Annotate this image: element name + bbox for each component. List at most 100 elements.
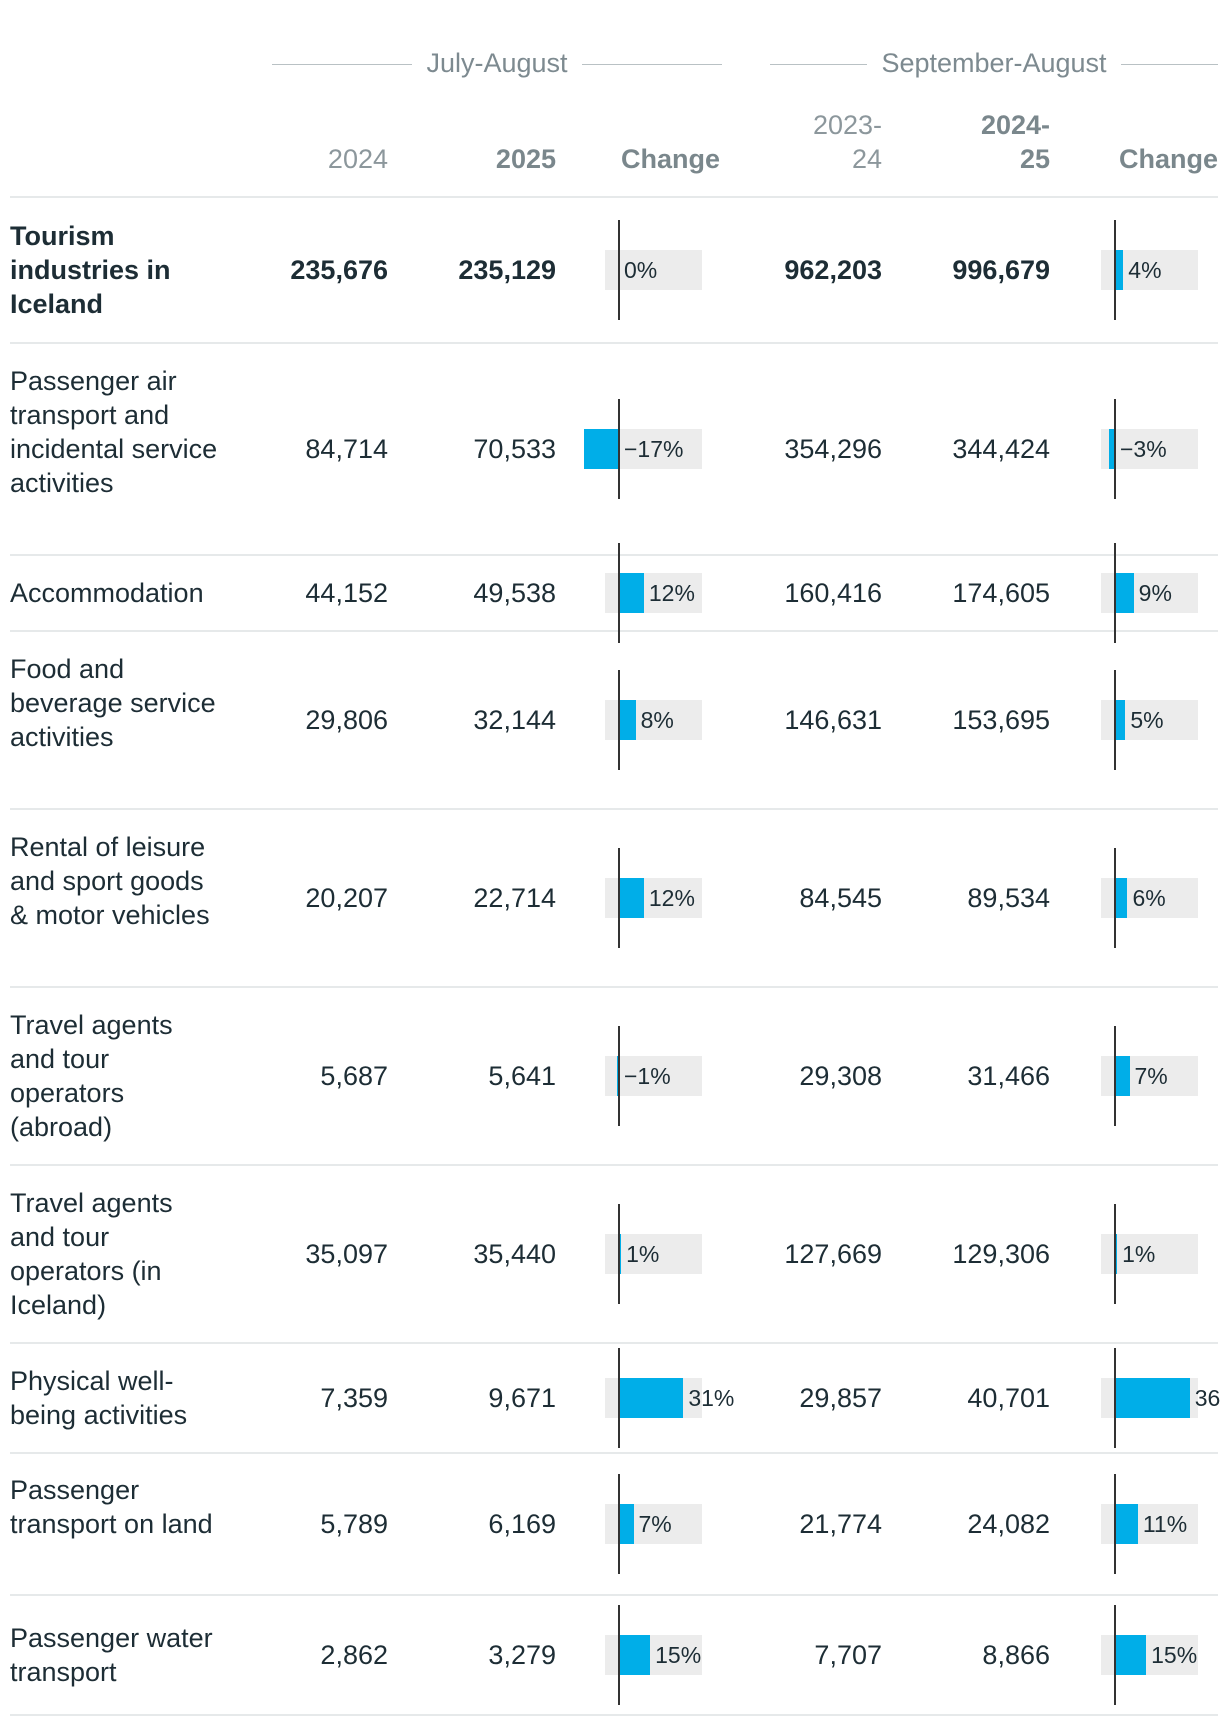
change-value-label: 7% bbox=[638, 1511, 672, 1537]
change-bar-july-august: −1% bbox=[605, 988, 702, 1164]
cell-sa-curr: 31,466 bbox=[967, 1061, 1050, 1091]
change-bar-july-august: 12% bbox=[605, 810, 702, 986]
change-value-label: 12% bbox=[648, 580, 695, 606]
col-header-ja-2025: 2025 bbox=[495, 144, 556, 174]
col-header-ja-change: Change bbox=[620, 144, 720, 174]
change-bar-axis bbox=[618, 543, 620, 643]
change-value-label: 31% bbox=[688, 1385, 735, 1411]
cell-ja-2025: 3,279 bbox=[488, 1640, 556, 1670]
cell-ja-2024: 20,207 bbox=[305, 883, 388, 913]
change-bar-july-august: 1% bbox=[605, 1166, 702, 1342]
row-label: Accommodation bbox=[10, 578, 204, 608]
change-bar-axis bbox=[1114, 1026, 1116, 1126]
change-bar-axis bbox=[618, 220, 620, 320]
cell-ja-2024: 44,152 bbox=[305, 578, 388, 608]
cell-ja-2024: 35,097 bbox=[305, 1239, 388, 1269]
cell-ja-2025: 49,538 bbox=[473, 578, 556, 608]
change-bar-axis bbox=[618, 670, 620, 770]
cell-ja-2025: 22,714 bbox=[473, 883, 556, 913]
change-value-label: 11% bbox=[1142, 1511, 1188, 1537]
cell-sa-curr: 8,866 bbox=[982, 1640, 1050, 1670]
change-bar-fill bbox=[619, 1378, 684, 1418]
cell-sa-curr: 89,534 bbox=[967, 883, 1050, 913]
change-bar-fill bbox=[619, 1635, 651, 1675]
change-bar-axis bbox=[618, 1605, 620, 1705]
cell-ja-2024: 235,676 bbox=[290, 255, 388, 285]
change-bar-axis bbox=[618, 848, 620, 948]
cell-sa-prev: 160,416 bbox=[784, 578, 882, 608]
cell-ja-2024: 29,806 bbox=[305, 705, 388, 735]
cell-ja-2025: 35,440 bbox=[473, 1239, 556, 1269]
col-header-sa-prev: 2023- 24 bbox=[732, 108, 882, 176]
cell-ja-2025: 9,671 bbox=[488, 1383, 556, 1413]
change-bar-track bbox=[605, 250, 702, 290]
cell-ja-2024: 2,862 bbox=[320, 1640, 388, 1670]
change-value-label: 4% bbox=[1128, 257, 1162, 283]
change-bar-september-august: −3% bbox=[1101, 344, 1198, 554]
change-bar-axis bbox=[1114, 220, 1116, 320]
change-bar-axis bbox=[1114, 670, 1116, 770]
group-title: July-August bbox=[412, 48, 582, 78]
change-value-label: 15% bbox=[1151, 1642, 1198, 1668]
change-bar-july-august: 8% bbox=[605, 632, 702, 808]
change-bar-july-august: 0% bbox=[605, 198, 702, 342]
cell-ja-2024: 5,789 bbox=[320, 1509, 388, 1539]
cell-sa-prev: 146,631 bbox=[784, 705, 882, 735]
change-bar-axis bbox=[1114, 399, 1116, 499]
change-bar-fill bbox=[583, 429, 619, 469]
col-header-sa-curr: 2024- 25 bbox=[900, 108, 1050, 176]
col-header-sa-curr-line1: 2024- bbox=[980, 110, 1050, 140]
col-header-sa-prev-line1: 2023- bbox=[812, 110, 882, 140]
table-row: Passenger water transport 2,862 3,279 7,707… bbox=[10, 1596, 1218, 1716]
group-header-september-august: September-August bbox=[770, 44, 1218, 84]
change-value-label: −17% bbox=[624, 436, 684, 462]
change-bar-fill bbox=[1115, 1378, 1190, 1418]
cell-ja-2025: 5,641 bbox=[488, 1061, 556, 1091]
header-divider bbox=[10, 196, 1218, 198]
change-bar-axis bbox=[618, 1348, 620, 1448]
cell-sa-curr: 129,306 bbox=[952, 1239, 1050, 1269]
group-title: September-August bbox=[867, 48, 1121, 78]
table-row: Physical well-being activities 7,359 9,671… bbox=[10, 1344, 1220, 1454]
cell-ja-2025: 6,169 bbox=[488, 1509, 556, 1539]
table-row: Passenger air transport and incidental s… bbox=[10, 344, 1218, 556]
change-bar-track bbox=[1101, 429, 1198, 469]
cell-sa-prev: 84,545 bbox=[799, 883, 882, 913]
row-label: Passenger transport on land bbox=[10, 1475, 213, 1539]
change-bar-track bbox=[605, 1056, 702, 1096]
col-header-sa-change: Change bbox=[1118, 144, 1218, 174]
change-bar-axis bbox=[1114, 1204, 1116, 1304]
change-bar-track bbox=[605, 429, 702, 469]
change-bar-september-august: 7% bbox=[1101, 988, 1198, 1164]
change-bar-axis bbox=[1114, 543, 1116, 643]
cell-ja-2025: 32,144 bbox=[473, 705, 556, 735]
change-value-label: 1% bbox=[626, 1241, 660, 1267]
table-row: Rental of leisure and sport goods & moto… bbox=[10, 810, 1218, 988]
change-bar-track bbox=[1101, 1234, 1198, 1274]
cell-ja-2025: 70,533 bbox=[473, 434, 556, 464]
change-bar-fill bbox=[1115, 1504, 1138, 1544]
change-bar-axis bbox=[1114, 1605, 1116, 1705]
change-value-label: 15% bbox=[655, 1642, 702, 1668]
change-bar-fill bbox=[1115, 1056, 1130, 1096]
change-bar-september-august: 9% bbox=[1101, 543, 1198, 643]
change-bar-fill bbox=[1115, 1234, 1118, 1274]
change-bar-september-august: 4% bbox=[1101, 198, 1198, 342]
table-row: Accommodation 44,152 49,538 160,416 174,605 1… bbox=[10, 543, 1218, 643]
change-bar-july-august: −17% bbox=[583, 344, 702, 554]
change-bar-axis bbox=[618, 1204, 620, 1304]
change-value-label: 12% bbox=[648, 885, 695, 911]
change-bar-axis bbox=[1114, 848, 1116, 948]
group-header-july-august: July-August bbox=[272, 44, 722, 84]
table-row-total: Tourism industries in Iceland 235,676 235,… bbox=[10, 198, 1218, 344]
cell-ja-2024: 7,359 bbox=[320, 1383, 388, 1413]
change-bar-july-august: 12% bbox=[605, 543, 702, 643]
change-bar-axis bbox=[1114, 1348, 1116, 1448]
change-bar-july-august: 15% bbox=[605, 1596, 702, 1714]
cell-sa-prev: 29,308 bbox=[799, 1061, 882, 1091]
cell-sa-prev: 354,296 bbox=[784, 434, 882, 464]
row-label: Passenger air transport and incidental s… bbox=[10, 366, 218, 498]
change-bar-fill bbox=[616, 1056, 619, 1096]
cell-sa-curr: 996,679 bbox=[952, 255, 1050, 285]
cell-sa-curr: 344,424 bbox=[952, 434, 1050, 464]
